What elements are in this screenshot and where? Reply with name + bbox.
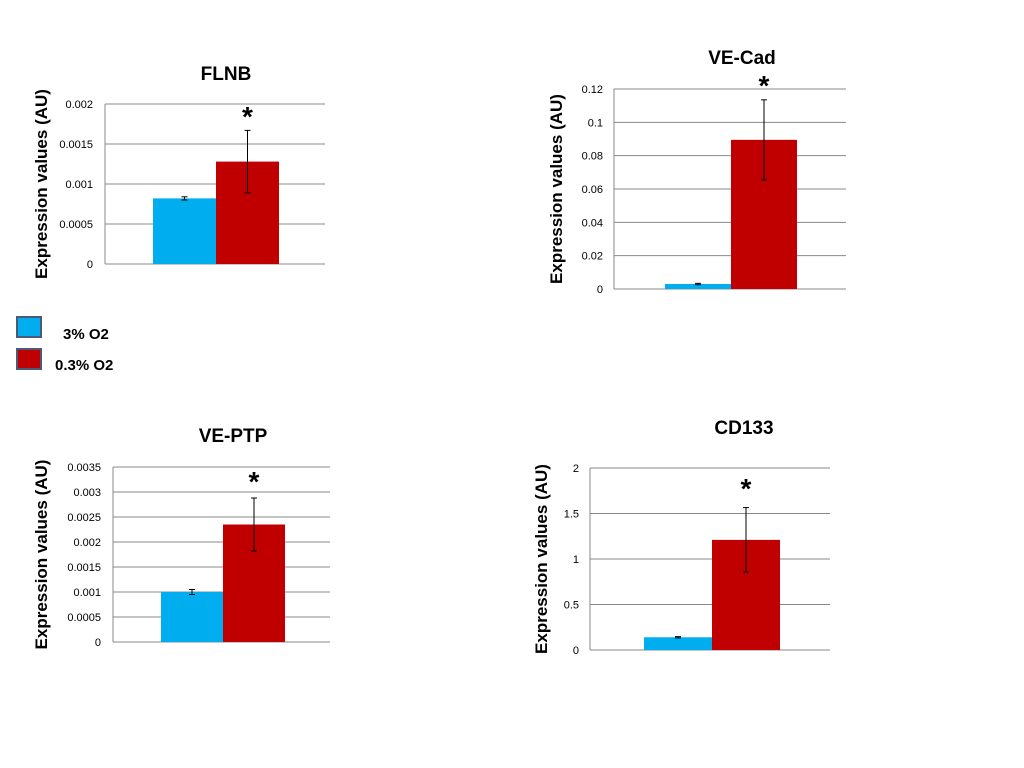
y-tick-label: 0.08 — [582, 151, 603, 163]
y-tick-label: 2 — [573, 463, 579, 475]
legend-swatch-03pct — [16, 348, 42, 370]
y-tick-label: 0.0015 — [67, 562, 101, 574]
y-tick-label: 0.001 — [73, 587, 101, 599]
bar-3pct-o2 — [665, 284, 731, 289]
chart-title: VE-Cad — [708, 48, 776, 69]
y-axis-label: Expression values (AU) — [532, 464, 551, 654]
y-tick-label: 0.0035 — [67, 462, 101, 474]
y-tick-label: 1.5 — [564, 509, 579, 521]
chart-ve-ptp: 0 0.0005 0.001 0.0015 0.002 0.0025 0.003 0.0035… — [32, 426, 330, 649]
bar-3pct-o2 — [644, 637, 712, 650]
y-tick-label: 0.02 — [582, 251, 603, 263]
legend-swatch-3pct — [16, 316, 42, 338]
legend-label-3pct: 3% O2 — [63, 326, 109, 343]
y-tick-label: 0.0005 — [67, 612, 101, 624]
bar-3pct-o2 — [153, 198, 216, 264]
y-tick-label: 0.002 — [65, 99, 93, 111]
y-tick-label: 0.0025 — [67, 512, 101, 524]
y-tick-label: 0 — [87, 259, 93, 271]
significance-asterisk: * — [741, 473, 752, 504]
chart-title: FLNB — [201, 64, 252, 85]
y-axis-label: Expression values (AU) — [32, 89, 51, 279]
chart-ve-cad: 0 0.02 0.04 0.06 0.08 0.1 0.12 VE-Cad Expression… — [547, 48, 846, 296]
y-tick-label: 1 — [573, 554, 579, 566]
y-tick-label: 0.06 — [582, 184, 603, 196]
chart-flnb: 0 0.0005 0.001 0.0015 0.002 FLNB Expression va… — [32, 64, 325, 279]
y-tick-label: 0.12 — [582, 84, 603, 96]
y-tick-label: 0 — [573, 645, 579, 657]
y-tick-label: 0.1 — [588, 117, 603, 129]
significance-asterisk: * — [249, 466, 260, 497]
bar-3pct-o2 — [161, 592, 223, 642]
y-tick-label: 0.003 — [73, 487, 101, 499]
y-tick-label: 0.5 — [564, 600, 579, 612]
significance-asterisk: * — [242, 101, 253, 132]
chart-title: VE-PTP — [199, 426, 268, 447]
y-tick-label: 0.0015 — [59, 139, 93, 151]
chart-title: CD133 — [714, 418, 773, 439]
y-axis-label: Expression values (AU) — [32, 460, 51, 650]
y-tick-label: 0.001 — [65, 179, 93, 191]
y-tick-label: 0 — [95, 637, 101, 649]
y-axis-label: Expression values (AU) — [547, 94, 566, 284]
y-tick-label: 0.002 — [73, 537, 101, 549]
y-tick-label: 0.0005 — [59, 219, 93, 231]
legend-label-03pct: 0.3% O2 — [55, 357, 114, 374]
y-tick-label: 0 — [597, 284, 603, 296]
y-tick-label: 0.04 — [582, 217, 603, 229]
significance-asterisk: * — [759, 70, 770, 101]
chart-cd133: 0 0.5 1 1.5 2 CD133 Expression values (AU) * — [532, 418, 830, 657]
